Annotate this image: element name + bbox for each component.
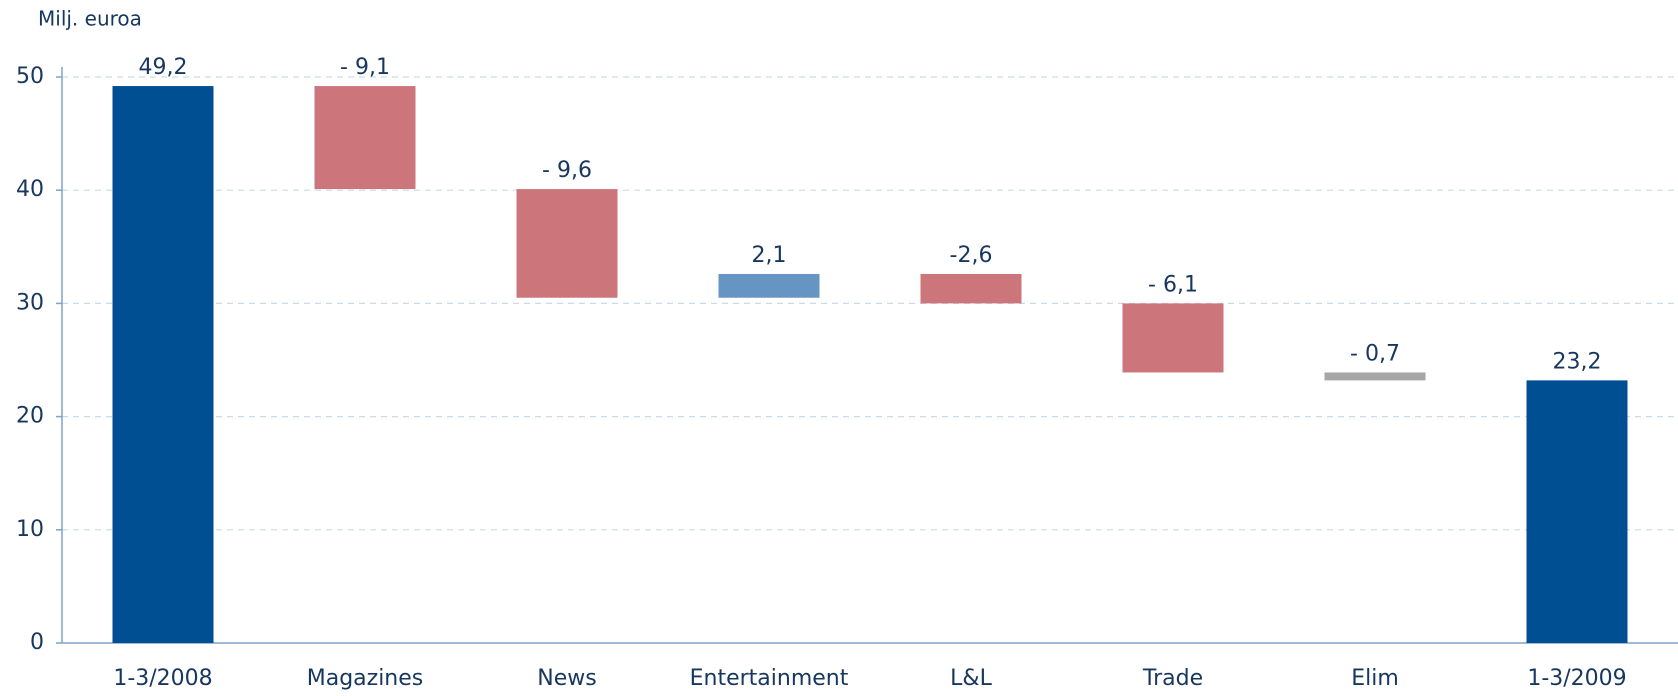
x-tick-label: Trade [1142, 666, 1203, 691]
x-tick-label: News [537, 666, 596, 691]
y-axis-label: Milj. euroa [38, 7, 142, 31]
x-tick-label: 1-3/2008 [113, 666, 212, 691]
bar [920, 273, 1022, 304]
value-label: - 0,7 [1350, 341, 1400, 366]
bar [718, 273, 820, 298]
value-label: -2,6 [950, 243, 993, 268]
x-tick-label: Magazines [307, 666, 424, 691]
value-label: - 9,6 [542, 158, 592, 183]
y-tick-label: 10 [16, 517, 44, 542]
y-tick-label: 30 [16, 290, 44, 315]
bar [112, 86, 214, 643]
y-tick-label: 20 [16, 404, 44, 429]
x-tick-label: 1-3/2009 [1527, 666, 1626, 691]
value-label: - 9,1 [340, 55, 390, 80]
bar [516, 189, 618, 298]
bar [1526, 380, 1628, 643]
value-label: - 6,1 [1148, 272, 1198, 297]
value-label: 49,2 [139, 55, 188, 80]
bar [1324, 372, 1426, 381]
x-tick-label: Entertainment [690, 666, 849, 691]
y-tick-label: 50 [16, 64, 44, 89]
bar [1122, 303, 1224, 373]
value-label: 23,2 [1553, 349, 1602, 374]
x-tick-label: L&L [950, 666, 992, 691]
y-tick-label: 40 [16, 177, 44, 202]
x-tick-label: Elim [1351, 666, 1399, 691]
bar [314, 86, 416, 190]
y-tick-label: 0 [30, 630, 44, 655]
value-label: 2,1 [752, 243, 787, 268]
